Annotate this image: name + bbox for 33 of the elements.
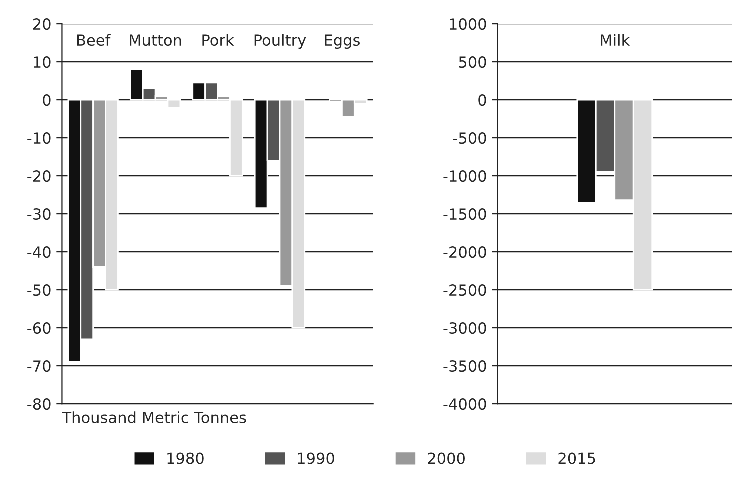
y-tick-label: -500 xyxy=(453,132,486,144)
x-tick-label: Eggs xyxy=(325,34,360,50)
y-tick-label: -80 xyxy=(28,398,51,410)
x-tick-label: Poultry xyxy=(254,34,306,50)
y-tick-label: -2000 xyxy=(444,246,486,258)
y-tick-label: 1000 xyxy=(450,18,486,30)
y-tick-label: -2500 xyxy=(444,284,486,296)
y-tick-label: 10 xyxy=(34,56,51,68)
y-tick-label: -3000 xyxy=(444,322,486,334)
x-tick-label: Beef xyxy=(78,34,111,46)
y-tick-label: -1000 xyxy=(444,170,486,182)
legend-label: 1990 xyxy=(298,452,334,464)
y-tick-label: -50 xyxy=(28,284,51,296)
x-tick-label: Mutton xyxy=(130,34,182,46)
y-tick-label: -60 xyxy=(28,322,51,334)
y-tick-label: 0 xyxy=(478,94,486,106)
legend-label: 2000 xyxy=(428,452,465,464)
y-tick-label: -1500 xyxy=(444,208,486,220)
y-tick-label: -3500 xyxy=(444,360,486,372)
legend-label: 2015 xyxy=(558,452,596,464)
x-tick-label: Pork xyxy=(202,34,234,46)
y-tick-label: 20 xyxy=(33,18,51,30)
y-tick-label: 0 xyxy=(43,94,51,106)
x-tick-label: Milk xyxy=(601,34,630,46)
y-tick-label: -40 xyxy=(28,246,51,258)
x-axis-title: Thousand Metric Tonnes xyxy=(62,412,246,424)
y-tick-label: -30 xyxy=(28,208,51,220)
y-tick-label: -20 xyxy=(28,170,51,182)
y-tick-label: -4000 xyxy=(444,398,486,410)
y-tick-label: -10 xyxy=(28,132,51,144)
y-tick-label: -70 xyxy=(28,360,51,372)
legend-label: 1980 xyxy=(168,452,204,464)
y-tick-label: 500 xyxy=(459,56,486,68)
